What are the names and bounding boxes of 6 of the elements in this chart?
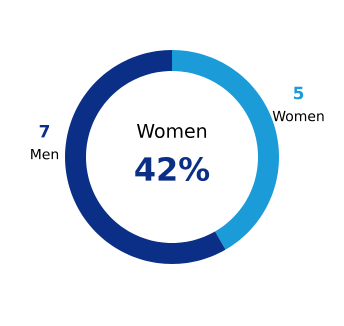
text: Women — [136, 124, 206, 138]
text: 42% — [135, 156, 210, 182]
data-label: 5 — [294, 86, 304, 100]
data-label: 7 — [40, 125, 50, 138]
slice-label: Men — [31, 149, 58, 160]
slice-label: Women — [272, 110, 324, 122]
